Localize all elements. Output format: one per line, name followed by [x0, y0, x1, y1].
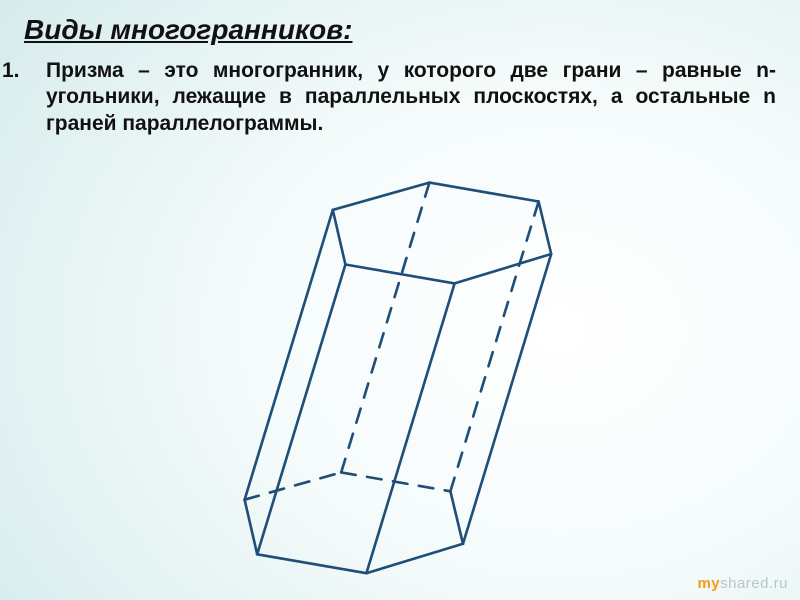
- prism-solid-edges: [245, 183, 552, 574]
- definition-text: Призма – это многогранник, у которого дв…: [46, 59, 776, 135]
- list-number: 1.: [24, 58, 46, 84]
- watermark-part1: my: [697, 575, 720, 592]
- definition-paragraph: 1.Призма – это многогранник, у которого …: [24, 58, 776, 137]
- watermark-part2: shared.ru: [720, 575, 788, 592]
- prism-diagram: [190, 170, 610, 590]
- watermark: myshared.ru: [697, 575, 788, 592]
- slide-title: Виды многогранников:: [24, 14, 352, 46]
